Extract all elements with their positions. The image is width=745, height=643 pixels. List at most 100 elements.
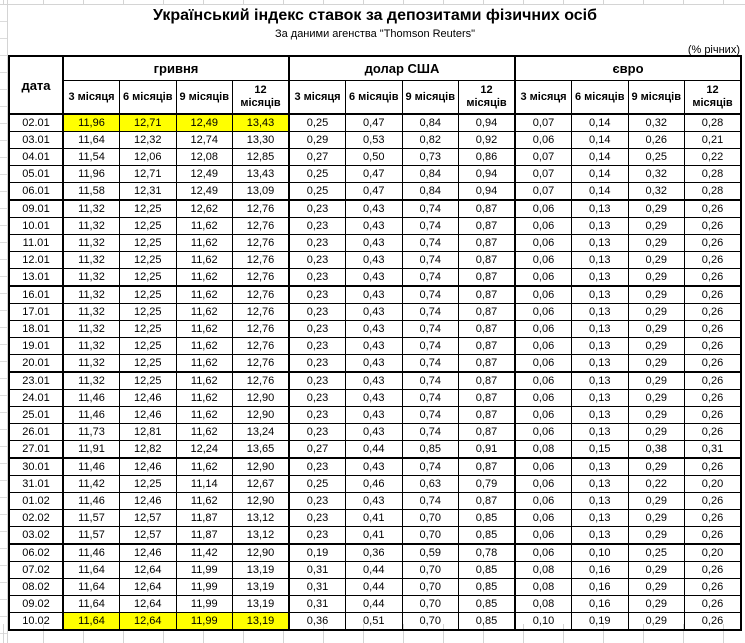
rate-cell-eur-06.02-m2[interactable]: 0,10 — [571, 543, 629, 562]
rate-cell-eur-31.01-m3[interactable]: 0,22 — [627, 475, 685, 493]
rate-cell-uah-16.01-m1[interactable]: 11,32 — [62, 285, 120, 304]
date-cell-10.01[interactable]: 10.01 — [8, 217, 64, 235]
rate-cell-usd-12.01-m2[interactable]: 0,43 — [345, 251, 403, 269]
rate-cell-usd-11.01-m4[interactable]: 0,87 — [458, 234, 516, 252]
rate-cell-uah-02.02-m2[interactable]: 12,57 — [119, 509, 177, 527]
rate-cell-eur-10.02-m4[interactable]: 0,26 — [684, 612, 742, 631]
rate-cell-usd-17.01-m1[interactable]: 0,23 — [288, 303, 346, 321]
rate-cell-usd-27.01-m2[interactable]: 0,44 — [345, 440, 403, 459]
rate-cell-eur-03.02-m1[interactable]: 0,06 — [514, 526, 572, 545]
rate-cell-usd-13.01-m3[interactable]: 0,74 — [401, 268, 459, 287]
date-cell-09.02[interactable]: 09.02 — [8, 595, 64, 613]
rate-cell-eur-19.01-m4[interactable]: 0,26 — [684, 337, 742, 355]
date-cell-23.01[interactable]: 23.01 — [8, 371, 64, 390]
rate-cell-eur-11.01-m3[interactable]: 0,29 — [627, 234, 685, 252]
rate-cell-usd-08.02-m1[interactable]: 0,31 — [288, 578, 346, 596]
rate-cell-uah-06.02-m2[interactable]: 12,46 — [119, 543, 177, 562]
date-cell-06.01[interactable]: 06.01 — [8, 182, 64, 201]
rate-cell-uah-08.02-m2[interactable]: 12,64 — [119, 578, 177, 596]
rate-cell-uah-09.02-m3[interactable]: 11,99 — [175, 595, 233, 613]
rate-cell-usd-01.02-m1[interactable]: 0,23 — [288, 492, 346, 510]
rate-cell-eur-19.01-m2[interactable]: 0,13 — [571, 337, 629, 355]
rate-cell-usd-06.01-m4[interactable]: 0,94 — [458, 182, 516, 201]
rate-cell-eur-30.01-m3[interactable]: 0,29 — [627, 457, 685, 476]
rate-cell-eur-06.02-m4[interactable]: 0,20 — [684, 543, 742, 562]
rate-cell-uah-04.01-m3[interactable]: 12,08 — [175, 148, 233, 166]
rate-cell-uah-31.01-m1[interactable]: 11,42 — [62, 475, 120, 493]
rate-cell-usd-05.01-m2[interactable]: 0,47 — [345, 165, 403, 183]
rate-cell-usd-13.01-m4[interactable]: 0,87 — [458, 268, 516, 287]
rate-cell-usd-04.01-m1[interactable]: 0,27 — [288, 148, 346, 166]
tenor-header-usd-4[interactable]: 12 місяців — [458, 80, 516, 115]
rate-cell-uah-09.02-m4[interactable]: 13,19 — [232, 595, 290, 613]
rate-cell-uah-07.02-m1[interactable]: 11,64 — [62, 561, 120, 579]
rate-cell-eur-05.01-m3[interactable]: 0,32 — [627, 165, 685, 183]
rate-cell-uah-03.01-m1[interactable]: 11,64 — [62, 131, 120, 149]
rate-cell-usd-18.01-m1[interactable]: 0,23 — [288, 320, 346, 338]
rate-cell-uah-30.01-m1[interactable]: 11,46 — [62, 457, 120, 476]
rate-cell-usd-12.01-m3[interactable]: 0,74 — [401, 251, 459, 269]
rate-cell-eur-10.02-m1[interactable]: 0,10 — [514, 612, 572, 631]
rate-cell-uah-26.01-m1[interactable]: 11,73 — [62, 423, 120, 441]
rate-cell-uah-02.01-m4[interactable]: 13,43 — [232, 113, 290, 132]
date-cell-25.01[interactable]: 25.01 — [8, 406, 64, 424]
rate-cell-usd-02.02-m1[interactable]: 0,23 — [288, 509, 346, 527]
rate-cell-eur-13.01-m4[interactable]: 0,26 — [684, 268, 742, 287]
rate-cell-usd-25.01-m4[interactable]: 0,87 — [458, 406, 516, 424]
rate-cell-uah-24.01-m2[interactable]: 12,46 — [119, 389, 177, 407]
rate-cell-usd-25.01-m1[interactable]: 0,23 — [288, 406, 346, 424]
rate-cell-uah-06.02-m4[interactable]: 12,90 — [232, 543, 290, 562]
rate-cell-eur-07.02-m4[interactable]: 0,26 — [684, 561, 742, 579]
rate-cell-uah-11.01-m1[interactable]: 11,32 — [62, 234, 120, 252]
rate-cell-usd-06.02-m2[interactable]: 0,36 — [345, 543, 403, 562]
rate-cell-usd-03.01-m4[interactable]: 0,92 — [458, 131, 516, 149]
tenor-header-eur-4[interactable]: 12 місяців — [684, 80, 742, 115]
rate-cell-usd-25.01-m3[interactable]: 0,74 — [401, 406, 459, 424]
rate-cell-uah-09.02-m2[interactable]: 12,64 — [119, 595, 177, 613]
rate-cell-uah-06.02-m1[interactable]: 11,46 — [62, 543, 120, 562]
tenor-header-usd-2[interactable]: 6 місяців — [345, 80, 403, 115]
rate-cell-uah-09.01-m3[interactable]: 12,62 — [175, 199, 233, 218]
rate-cell-usd-04.01-m2[interactable]: 0,50 — [345, 148, 403, 166]
rate-cell-uah-11.01-m2[interactable]: 12,25 — [119, 234, 177, 252]
rate-cell-eur-18.01-m1[interactable]: 0,06 — [514, 320, 572, 338]
rate-cell-uah-26.01-m4[interactable]: 13,24 — [232, 423, 290, 441]
rate-cell-usd-02.02-m4[interactable]: 0,85 — [458, 509, 516, 527]
rate-cell-usd-06.02-m4[interactable]: 0,78 — [458, 543, 516, 562]
date-cell-01.02[interactable]: 01.02 — [8, 492, 64, 510]
rate-cell-usd-01.02-m2[interactable]: 0,43 — [345, 492, 403, 510]
rate-cell-usd-26.01-m3[interactable]: 0,74 — [401, 423, 459, 441]
date-cell-10.02[interactable]: 10.02 — [8, 612, 64, 631]
rate-cell-eur-12.01-m3[interactable]: 0,29 — [627, 251, 685, 269]
rate-cell-eur-30.01-m2[interactable]: 0,13 — [571, 457, 629, 476]
rate-cell-usd-19.01-m1[interactable]: 0,23 — [288, 337, 346, 355]
date-cell-03.02[interactable]: 03.02 — [8, 526, 64, 545]
rate-cell-uah-02.01-m2[interactable]: 12,71 — [119, 113, 177, 132]
rate-cell-usd-27.01-m3[interactable]: 0,85 — [401, 440, 459, 459]
rate-cell-uah-24.01-m3[interactable]: 11,62 — [175, 389, 233, 407]
rate-cell-usd-11.01-m2[interactable]: 0,43 — [345, 234, 403, 252]
tenor-header-eur-2[interactable]: 6 місяців — [571, 80, 629, 115]
rate-cell-uah-27.01-m2[interactable]: 12,82 — [119, 440, 177, 459]
rate-cell-usd-11.01-m3[interactable]: 0,74 — [401, 234, 459, 252]
rate-cell-usd-16.01-m2[interactable]: 0,43 — [345, 285, 403, 304]
rate-cell-uah-09.01-m4[interactable]: 12,76 — [232, 199, 290, 218]
rate-cell-eur-20.01-m1[interactable]: 0,06 — [514, 354, 572, 373]
rate-cell-eur-01.02-m1[interactable]: 0,06 — [514, 492, 572, 510]
rate-cell-usd-08.02-m3[interactable]: 0,70 — [401, 578, 459, 596]
rate-cell-uah-19.01-m1[interactable]: 11,32 — [62, 337, 120, 355]
rate-cell-eur-17.01-m4[interactable]: 0,26 — [684, 303, 742, 321]
rate-cell-usd-06.01-m2[interactable]: 0,47 — [345, 182, 403, 201]
rate-cell-uah-03.01-m2[interactable]: 12,32 — [119, 131, 177, 149]
rate-cell-usd-10.02-m2[interactable]: 0,51 — [345, 612, 403, 631]
date-cell-08.02[interactable]: 08.02 — [8, 578, 64, 596]
rate-cell-uah-09.01-m2[interactable]: 12,25 — [119, 199, 177, 218]
rate-cell-uah-11.01-m3[interactable]: 11,62 — [175, 234, 233, 252]
rate-cell-eur-17.01-m2[interactable]: 0,13 — [571, 303, 629, 321]
rate-cell-usd-12.01-m1[interactable]: 0,23 — [288, 251, 346, 269]
rate-cell-eur-03.01-m4[interactable]: 0,21 — [684, 131, 742, 149]
rate-cell-usd-30.01-m4[interactable]: 0,87 — [458, 457, 516, 476]
rate-cell-usd-02.01-m1[interactable]: 0,25 — [288, 113, 346, 132]
rate-cell-eur-26.01-m2[interactable]: 0,13 — [571, 423, 629, 441]
rate-cell-uah-18.01-m4[interactable]: 12,76 — [232, 320, 290, 338]
